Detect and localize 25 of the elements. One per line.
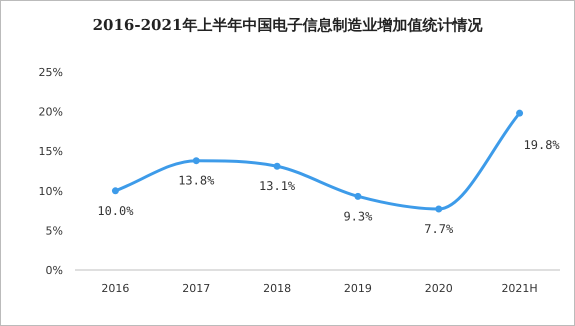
point <box>112 187 119 194</box>
y-tick-label: 15% <box>38 145 63 158</box>
x-tick-label: 2018 <box>263 282 292 295</box>
x-tick-label: 2016 <box>101 282 130 295</box>
data-label: 13.8% <box>178 174 216 188</box>
point <box>192 157 200 164</box>
chart-title: 2016-2021年上半年中国电子信息制造业增加值统计情况 <box>92 16 484 34</box>
y-tick-label: 5% <box>46 224 63 238</box>
data-label: 10.0% <box>97 204 134 218</box>
point <box>516 110 524 117</box>
data-label: 13.1% <box>259 179 296 194</box>
point <box>435 206 442 213</box>
x-tick-label: 2017 <box>182 282 210 295</box>
x-tick-label: 2021H <box>501 282 538 295</box>
data-label: 19.8% <box>524 138 560 152</box>
y-tick-label: 25% <box>38 66 63 79</box>
point <box>274 162 281 170</box>
y-tick-label: 20% <box>38 106 63 119</box>
y-tick-label: 0% <box>46 264 63 277</box>
data-label: 7.7% <box>424 222 454 236</box>
x-tick-label: 2019 <box>344 282 372 295</box>
x-tick-label: 2020 <box>424 282 453 295</box>
data-label: 9.3% <box>343 209 374 224</box>
y-tick-label: 10% <box>38 184 63 198</box>
point <box>354 192 362 200</box>
